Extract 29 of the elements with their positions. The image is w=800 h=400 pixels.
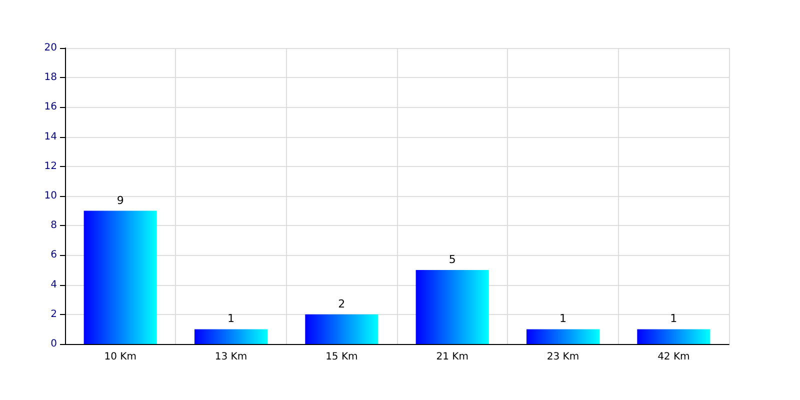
y-tick-label: 4: [50, 279, 57, 290]
bar: [416, 270, 489, 344]
y-tick-label: 16: [44, 102, 57, 113]
data-label: 9: [116, 194, 124, 207]
x-tick-label: 10 Km: [104, 352, 136, 362]
data-label: 2: [338, 297, 346, 310]
x-tick-label: 15 Km: [326, 352, 358, 362]
y-tick-label: 18: [44, 72, 57, 84]
x-tick-label: 23 Km: [546, 352, 580, 362]
bar: [305, 314, 378, 344]
y-tick-label: 0: [50, 338, 57, 350]
bar: [526, 329, 600, 344]
data-label: 1: [670, 312, 678, 326]
bar: [637, 329, 710, 344]
x-tick-label: 42 Km: [658, 352, 690, 362]
y-tick-label: 8: [50, 220, 57, 232]
bar: [84, 210, 157, 344]
data-label: 1: [560, 312, 566, 326]
bar: [194, 329, 268, 344]
x-tick-label: 13 Km: [214, 352, 248, 362]
data-label: 5: [448, 253, 456, 266]
y-tick-label: 20: [44, 42, 57, 54]
y-tick-label: 12: [44, 160, 57, 172]
x-tick-label: 21 Km: [436, 352, 468, 362]
data-label: 1: [228, 312, 234, 326]
y-tick-label: 14: [44, 131, 57, 142]
y-tick-label: 6: [50, 250, 57, 261]
y-tick-label: 2: [50, 308, 57, 320]
y-tick-label: 10: [44, 190, 57, 202]
